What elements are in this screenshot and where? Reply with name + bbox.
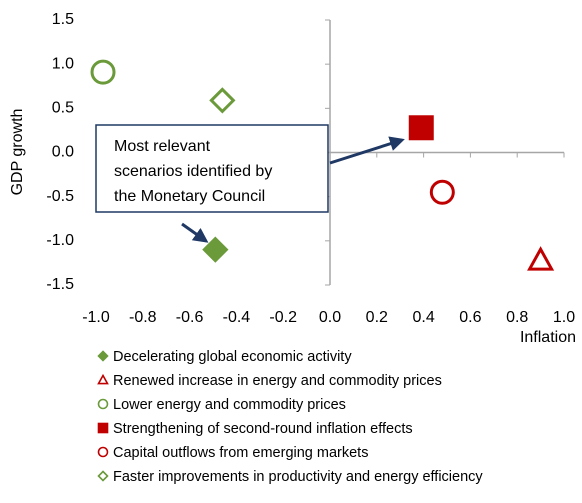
annotation-text: the Monetary Council bbox=[114, 188, 265, 205]
x-tick-label: -0.2 bbox=[269, 309, 297, 326]
x-axis-label: Inflation bbox=[520, 329, 576, 346]
marker bbox=[90, 59, 116, 85]
marker bbox=[209, 87, 236, 114]
x-tick-label: -0.6 bbox=[176, 309, 204, 326]
x-tick-label: 0.6 bbox=[459, 309, 481, 326]
y-tick-label: 0.5 bbox=[52, 100, 74, 117]
marker bbox=[429, 179, 455, 205]
marker bbox=[527, 246, 555, 271]
arrow bbox=[181, 222, 209, 243]
annotation-text: scenarios identified by bbox=[114, 163, 272, 180]
legend-label: Strengthening of second-round inflation … bbox=[113, 421, 413, 437]
annotation: Most relevant scenarios identified by th… bbox=[95, 124, 405, 243]
y-tick-label: -0.5 bbox=[46, 188, 74, 205]
x-tick-label: -1.0 bbox=[82, 309, 110, 326]
y-axis-label: GDP growth bbox=[9, 109, 26, 196]
x-tick-label: 0.2 bbox=[366, 309, 388, 326]
y-tick-label: 0.0 bbox=[52, 144, 74, 161]
x-tick-label: 0.0 bbox=[319, 309, 341, 326]
legend-label: Faster improvements in productivity and … bbox=[113, 469, 483, 485]
y-tick-label: 1.0 bbox=[52, 55, 74, 72]
arrow bbox=[329, 136, 405, 165]
annotation-text: Most relevant bbox=[114, 138, 211, 155]
x-tick-label: 0.8 bbox=[506, 309, 528, 326]
legend-label: Renewed increase in energy and commodity… bbox=[113, 373, 442, 389]
legend-label: Lower energy and commodity prices bbox=[113, 397, 346, 413]
y-tick-label: -1.0 bbox=[46, 232, 74, 249]
legend-marker bbox=[97, 373, 109, 385]
marker bbox=[408, 115, 434, 141]
legend-marker bbox=[97, 350, 109, 362]
legend-marker bbox=[97, 446, 109, 458]
x-tick-label: -0.4 bbox=[223, 309, 251, 326]
legend-marker bbox=[97, 470, 109, 482]
y-tick-label: 1.5 bbox=[52, 11, 74, 28]
legend-label: Decelerating global economic activity bbox=[113, 349, 352, 365]
x-tick-label: 0.4 bbox=[412, 309, 434, 326]
legend-label: Capital outflows from emerging markets bbox=[113, 445, 368, 461]
x-tick-label: -0.8 bbox=[129, 309, 157, 326]
y-tick-label: -1.5 bbox=[46, 276, 74, 293]
annotation-box bbox=[95, 124, 329, 213]
x-tick-label: 1.0 bbox=[553, 309, 575, 326]
legend-marker bbox=[97, 422, 109, 434]
legend-marker bbox=[97, 398, 109, 410]
marker bbox=[202, 236, 229, 263]
